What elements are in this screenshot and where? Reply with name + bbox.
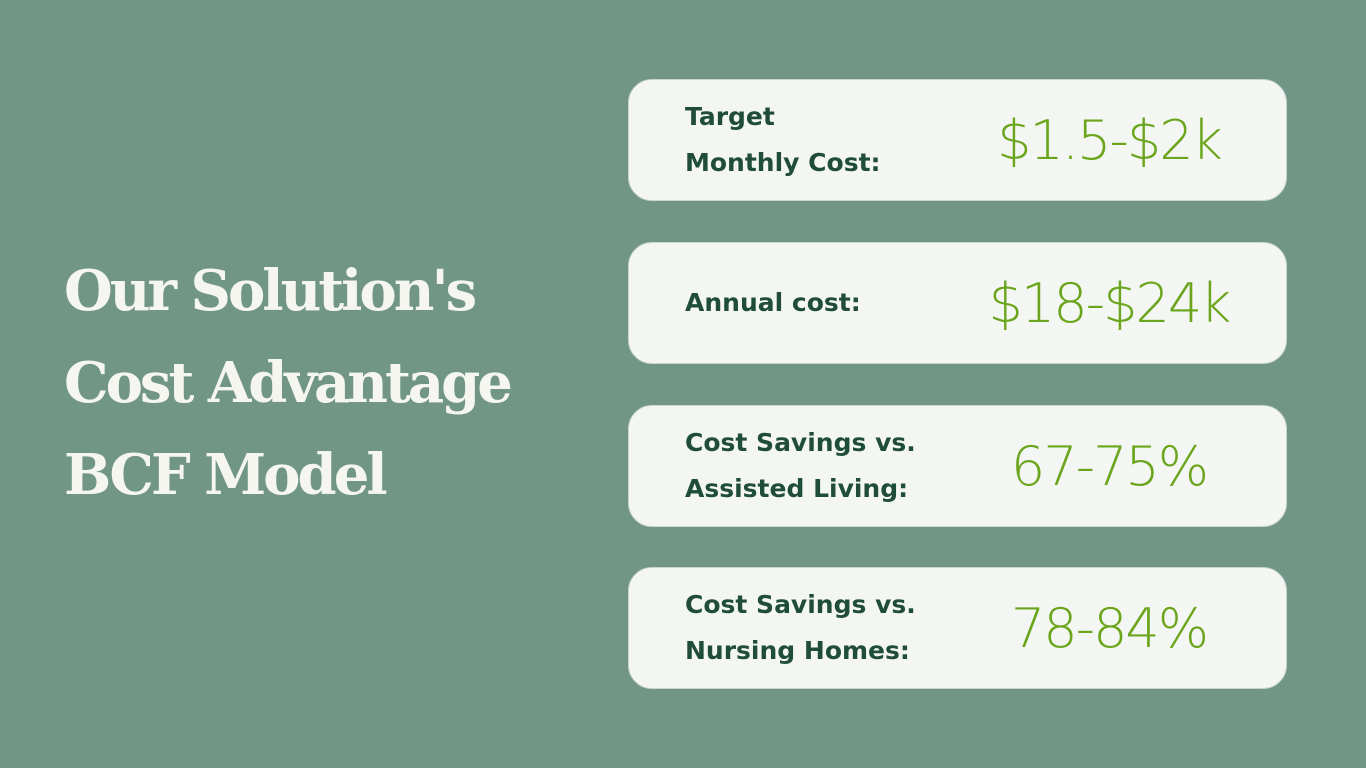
card-value: 78-84% xyxy=(1010,596,1209,660)
label-line: Assisted Living: xyxy=(685,474,909,503)
label-line: Cost Savings vs. xyxy=(685,590,916,619)
card-label: Annual cost: xyxy=(685,243,861,363)
card-value: $1.5-$2k xyxy=(997,108,1223,172)
card-value: 67-75% xyxy=(1010,434,1209,498)
card-value: $18-$24k xyxy=(988,271,1232,335)
label-line: Target xyxy=(685,102,775,131)
title-line: BCF Model xyxy=(64,442,388,508)
cost-card: Cost Savings vs. Assisted Living: 67-75% xyxy=(628,405,1287,527)
cost-card: Cost Savings vs. Nursing Homes: 78-84% xyxy=(628,567,1287,689)
title-line: Our Solution's xyxy=(64,258,477,324)
label-line: Monthly Cost: xyxy=(685,148,881,177)
label-line: Cost Savings vs. xyxy=(685,428,916,457)
card-label: Target Monthly Cost: xyxy=(685,80,881,200)
card-label: Cost Savings vs. Assisted Living: xyxy=(685,406,916,526)
slide-title: Our Solution's Cost Advantage BCF Model xyxy=(64,245,513,521)
label-line: Annual cost: xyxy=(685,288,861,317)
cost-card: Target Monthly Cost: $1.5-$2k xyxy=(628,79,1287,201)
cost-card: Annual cost: $18-$24k xyxy=(628,242,1287,364)
label-line: Nursing Homes: xyxy=(685,636,910,665)
card-label: Cost Savings vs. Nursing Homes: xyxy=(685,568,916,688)
title-line: Cost Advantage xyxy=(64,350,513,416)
